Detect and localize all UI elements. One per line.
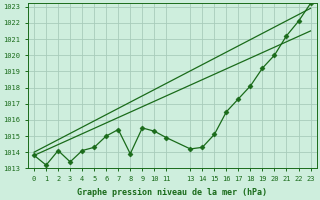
X-axis label: Graphe pression niveau de la mer (hPa): Graphe pression niveau de la mer (hPa) [77, 188, 267, 197]
